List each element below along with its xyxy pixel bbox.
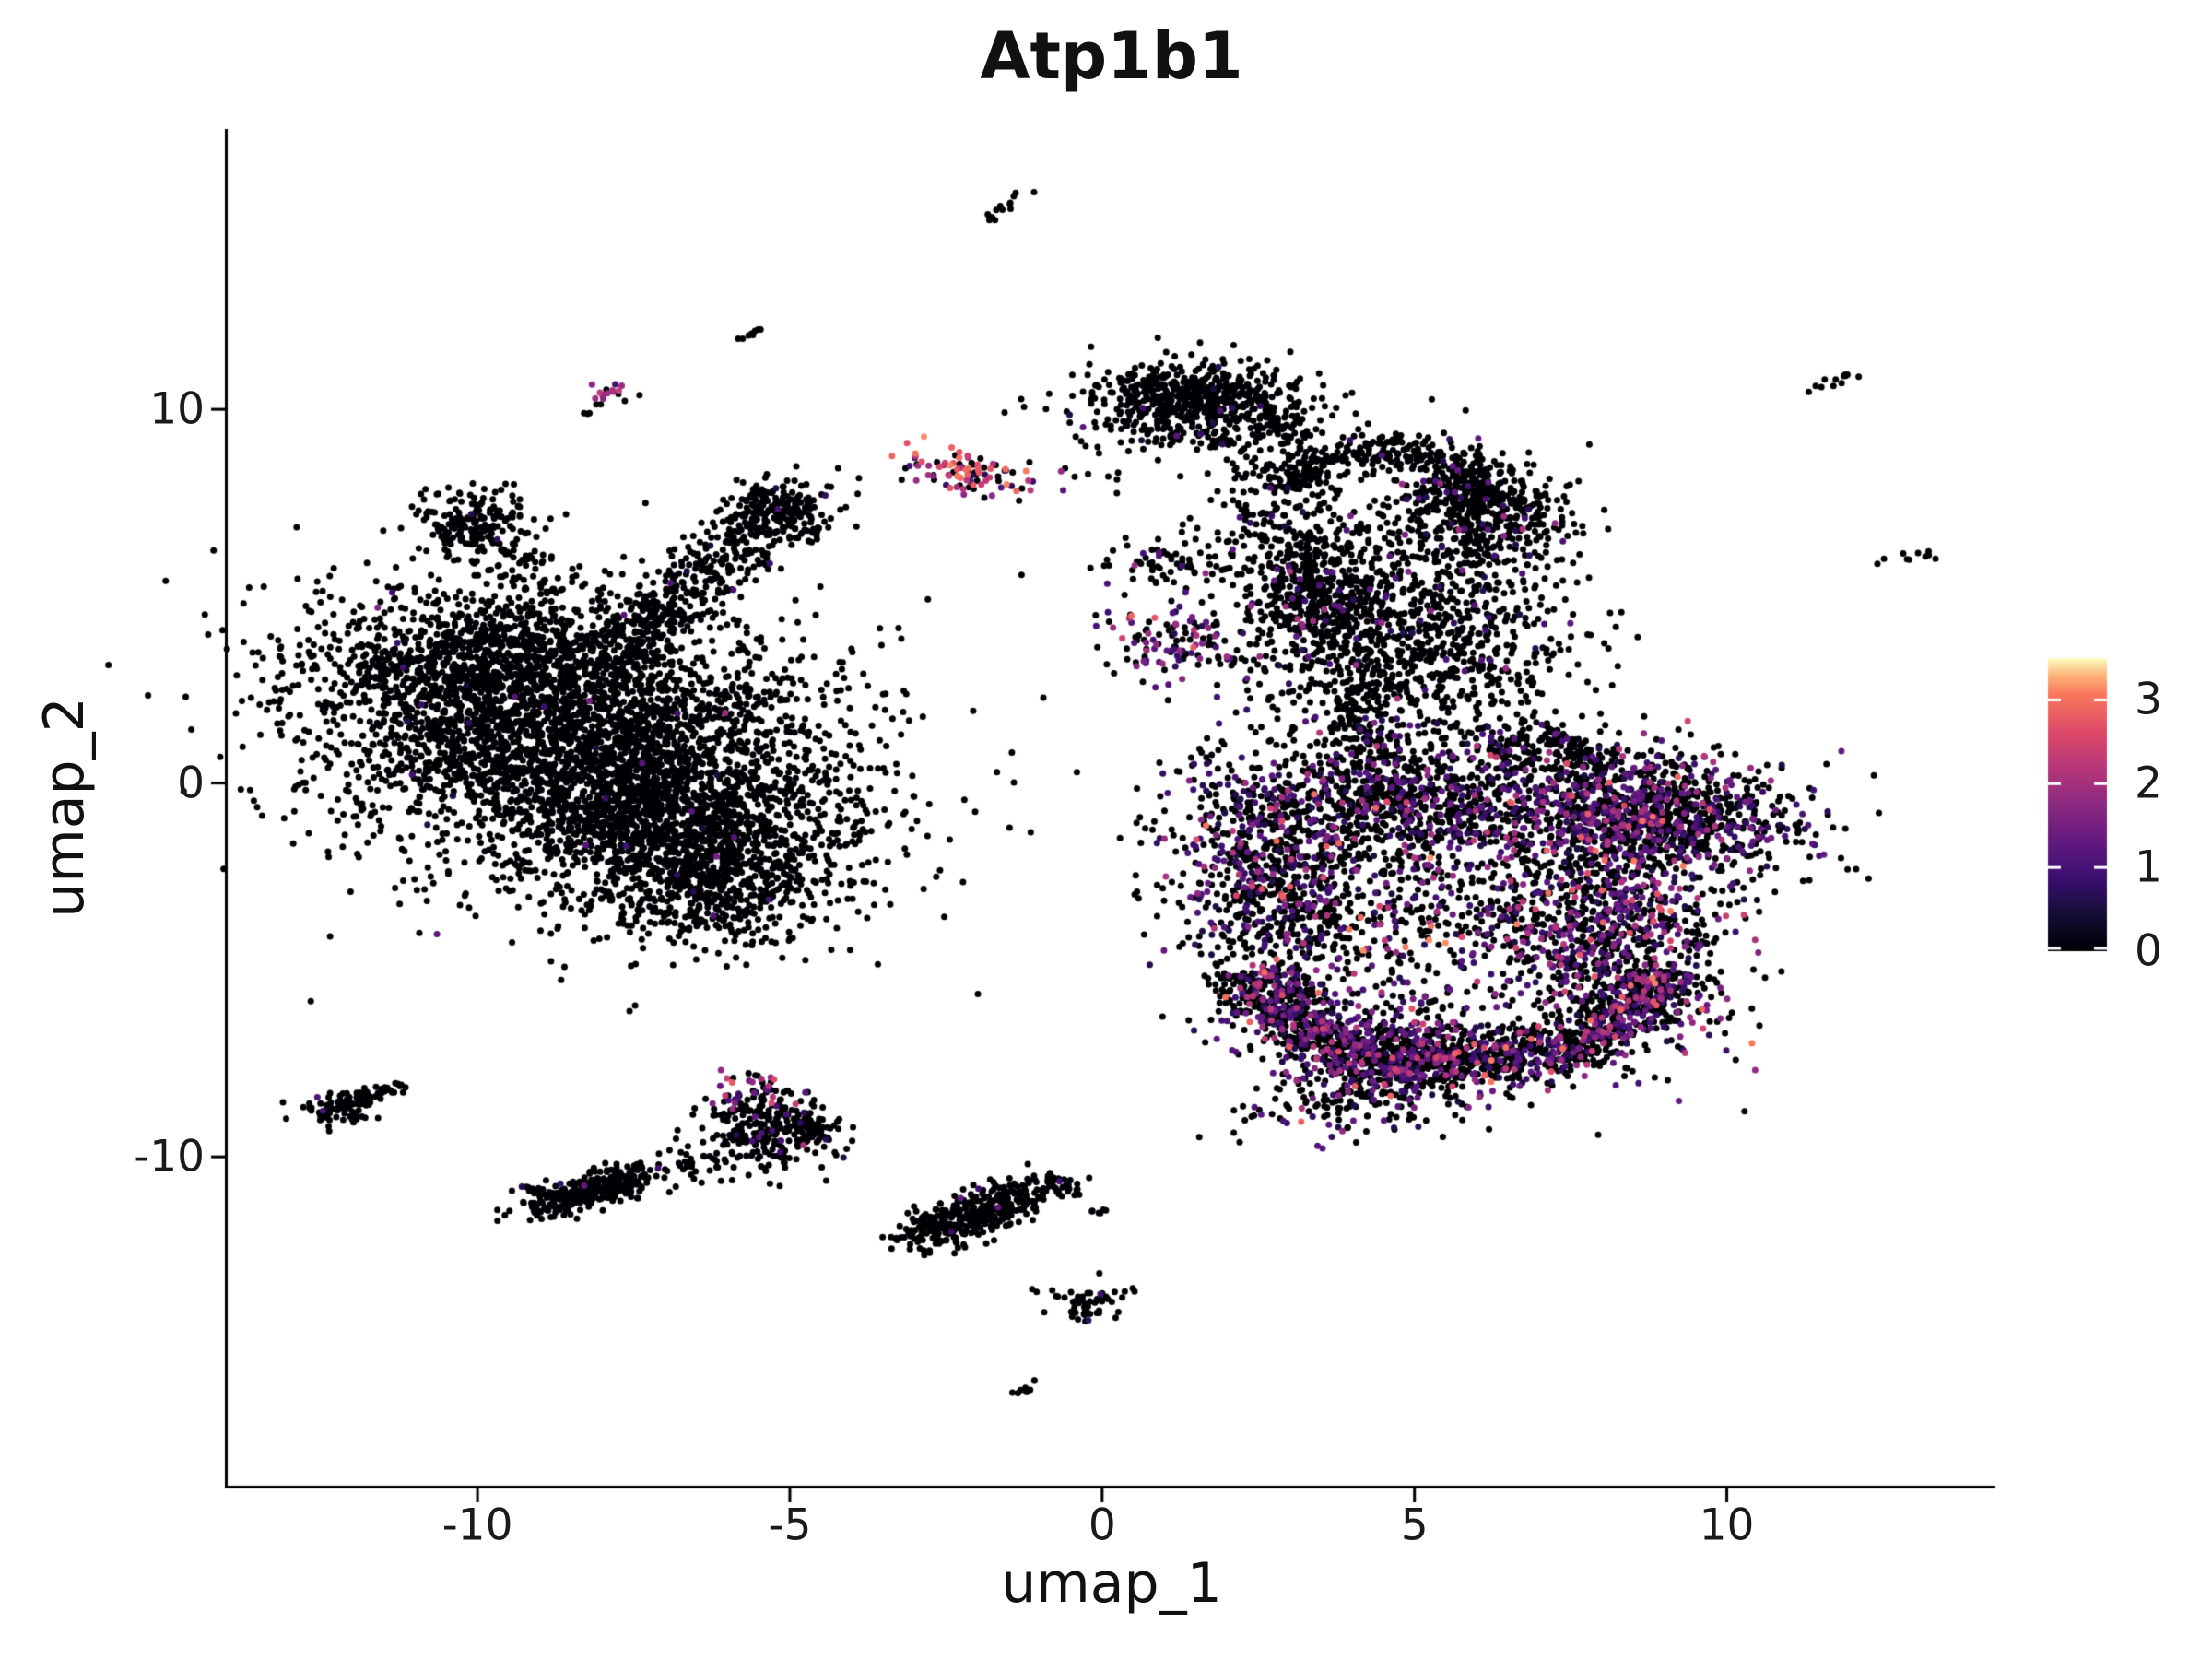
umap-scatter-canvas xyxy=(0,0,2212,1659)
